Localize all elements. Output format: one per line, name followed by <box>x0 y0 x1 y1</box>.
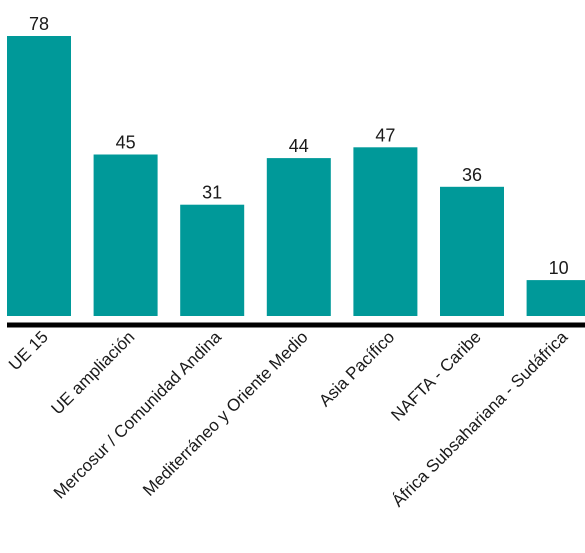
category-label: Mercosur / Comunidad Andina <box>50 327 226 503</box>
category-label: Asia Pacífico <box>315 327 398 410</box>
bar <box>440 186 504 316</box>
bar <box>7 36 71 316</box>
bar-value-label: 45 <box>116 133 136 153</box>
bar-value-label: 44 <box>289 136 309 156</box>
bar <box>353 147 418 316</box>
value-labels-layer: 78 45 31 44 47 36 10 <box>29 14 569 278</box>
bar <box>526 280 585 316</box>
bar <box>93 154 158 316</box>
category-label: Mediterráneo y Oriente Medio <box>139 327 311 499</box>
bar-value-label: 31 <box>202 183 222 203</box>
bar-value-label: 10 <box>549 258 569 278</box>
category-label: África Subsahariana - Sudáfrica <box>388 327 572 511</box>
category-label: NAFTA - Caribe <box>387 327 484 424</box>
bar <box>180 204 245 316</box>
bar-value-label: 36 <box>462 165 482 185</box>
category-label: UE ampliación <box>47 327 138 418</box>
bar-value-label: 78 <box>29 14 49 34</box>
bar-value-label: 47 <box>375 125 395 145</box>
bar <box>266 158 331 316</box>
bars-layer <box>7 36 585 316</box>
category-label: UE 15 <box>5 327 52 374</box>
